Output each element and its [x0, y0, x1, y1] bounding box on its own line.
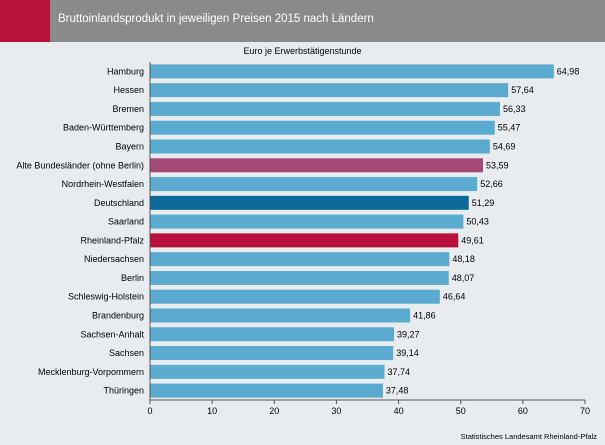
value-label: 46,64: [443, 292, 466, 302]
category-label: Mecklenburg-Vorpommern: [38, 367, 144, 377]
category-label: Schleswig-Holstein: [68, 292, 144, 302]
x-tick-label: 70: [580, 406, 590, 416]
category-label: Niedersachsen: [84, 254, 144, 264]
bar-brandenburg: [150, 308, 411, 323]
value-label: 55,47: [498, 123, 521, 133]
category-label: Rheinland-Pfalz: [80, 235, 144, 245]
bar-sachsen: [150, 346, 394, 361]
value-label: 56,33: [503, 104, 526, 114]
category-label: Saarland: [108, 217, 144, 227]
value-label: 48,18: [452, 254, 475, 264]
bar-baden-wuerttemberg: [150, 120, 495, 135]
bar-thueringen: [150, 383, 383, 398]
bar-saarland: [150, 214, 464, 229]
header-bar: [0, 0, 605, 42]
category-label: Bayern: [115, 142, 144, 152]
bar-berlin: [150, 270, 449, 285]
value-label: 53,59: [486, 160, 509, 170]
bar-niedersachsen: [150, 252, 450, 267]
bar-nordrhein-westfalen: [150, 177, 478, 192]
value-label: 49,61: [461, 235, 484, 245]
x-tick-label: 30: [331, 406, 341, 416]
value-label: 52,66: [480, 179, 503, 189]
source-note: Statistisches Landesamt Rheinland-Pfalz: [460, 432, 597, 441]
bar-mecklenburg-vorpommern: [150, 364, 385, 379]
category-label: Deutschland: [94, 198, 144, 208]
bar-alte-bundeslaender-ohne-berlin: [150, 158, 484, 173]
chart-subtitle: Euro je Erwerbstätigenstunde: [243, 46, 362, 56]
category-label: Hessen: [113, 85, 144, 95]
value-label: 39,27: [397, 329, 420, 339]
value-label: 57,64: [511, 85, 534, 95]
category-label: Berlin: [121, 273, 144, 283]
value-label: 64,98: [557, 66, 580, 76]
category-label: Sachsen-Anhalt: [80, 329, 144, 339]
chart-title: Bruttoinlandsprodukt in jeweiligen Preis…: [58, 13, 374, 25]
value-label: 37,48: [386, 386, 409, 396]
x-tick-label: 60: [518, 406, 528, 416]
bar-schleswig-holstein: [150, 289, 440, 304]
value-label: 37,74: [388, 367, 411, 377]
x-tick-label: 50: [456, 406, 466, 416]
value-label: 48,07: [452, 273, 475, 283]
bar-rheinland-pfalz: [150, 233, 459, 248]
value-label: 41,86: [413, 311, 436, 321]
bar-hessen: [150, 83, 509, 98]
value-label: 39,14: [396, 348, 419, 358]
x-tick-label: 10: [207, 406, 217, 416]
x-tick-label: 40: [394, 406, 404, 416]
value-label: 50,43: [466, 217, 489, 227]
category-label: Nordrhein-Westfalen: [62, 179, 144, 189]
bar-sachsen-anhalt: [150, 327, 395, 342]
category-label: Baden-Württemberg: [63, 123, 144, 133]
x-tick-label: 0: [147, 406, 152, 416]
header-accent: [0, 0, 50, 42]
bar-hamburg: [150, 64, 554, 79]
value-label: 54,69: [493, 142, 516, 152]
category-label: Hamburg: [107, 66, 144, 76]
category-label: Alte Bundesländer (ohne Berlin): [16, 160, 144, 170]
category-label: Sachsen: [109, 348, 144, 358]
bar-deutschland: [150, 195, 469, 210]
category-label: Bremen: [112, 104, 144, 114]
category-label: Brandenburg: [92, 311, 144, 321]
bar-chart: Hamburg 64,98 Hessen 57,64 Bremen 56,33 Baden-…: [16, 62, 590, 416]
category-label: Thüringen: [103, 386, 144, 396]
bar-bremen: [150, 101, 501, 116]
bar-bayern: [150, 139, 490, 154]
x-tick-label: 20: [269, 406, 279, 416]
value-label: 51,29: [472, 198, 495, 208]
